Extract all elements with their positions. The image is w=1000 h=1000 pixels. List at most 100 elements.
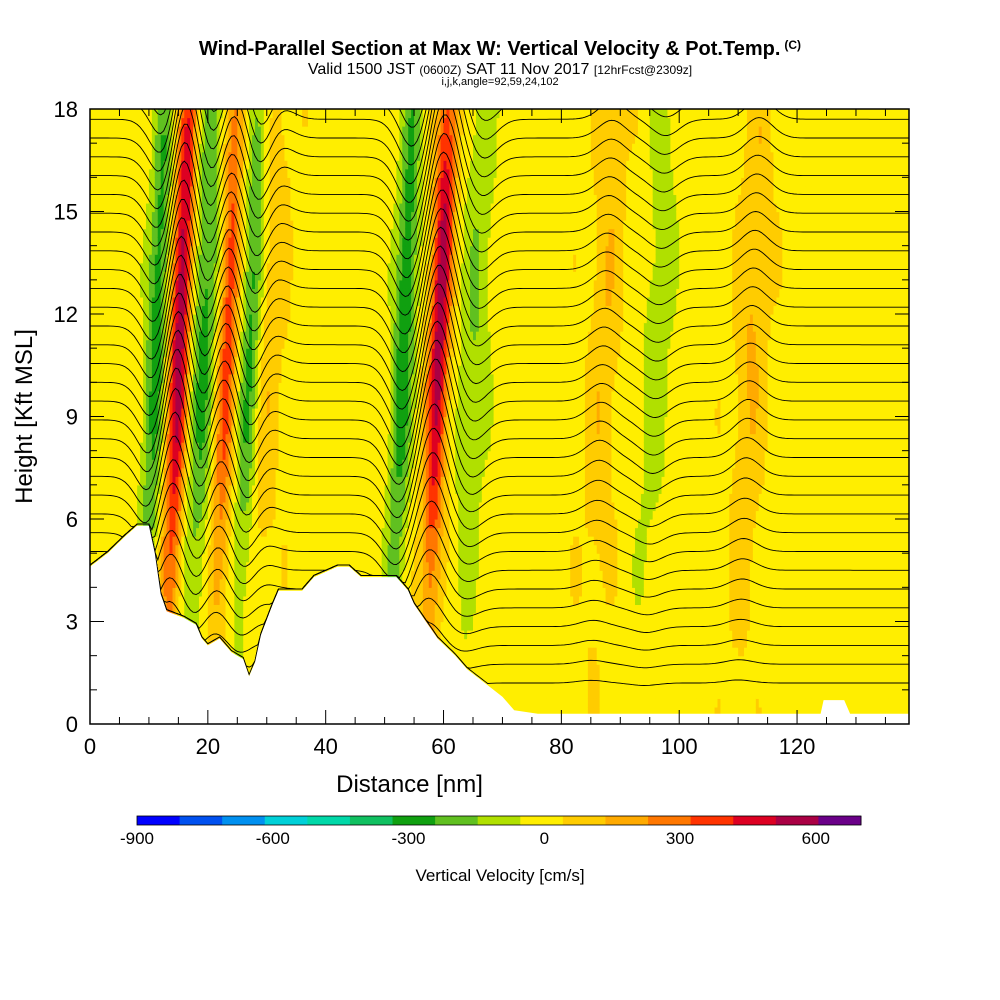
velocity-cell — [128, 220, 132, 230]
velocity-cell — [145, 177, 150, 187]
velocity-cell — [92, 296, 97, 307]
velocity-cell — [199, 510, 203, 520]
velocity-cell — [145, 202, 150, 213]
velocity-cell — [187, 288, 191, 298]
velocity-cell — [134, 126, 138, 136]
velocity-cell — [116, 407, 121, 418]
velocity-cell — [184, 519, 188, 529]
velocity-cell — [104, 450, 109, 460]
velocity-cell — [193, 519, 197, 529]
velocity-cell — [98, 279, 103, 289]
velocity-cell — [175, 493, 179, 503]
velocity-cell — [154, 134, 159, 144]
velocity-cell — [119, 194, 124, 204]
velocity-cell — [160, 544, 165, 554]
velocity-cell — [184, 356, 188, 366]
velocity-cell — [119, 271, 124, 281]
velocity-cell — [143, 322, 147, 332]
velocity-cell — [95, 442, 100, 452]
velocity-cell — [193, 305, 197, 315]
velocity-cell — [116, 254, 121, 264]
velocity-cell — [145, 211, 150, 221]
velocity-cell — [134, 271, 138, 281]
velocity-cell — [154, 228, 159, 238]
velocity-cell — [190, 433, 194, 443]
velocity-cell — [187, 356, 191, 366]
velocity-cell — [95, 510, 100, 520]
velocity-cell — [113, 467, 118, 477]
velocity-cell — [166, 109, 171, 119]
velocity-cell — [193, 228, 197, 238]
velocity-cell — [110, 476, 115, 486]
velocity-cell — [140, 339, 144, 349]
velocity-cell — [125, 288, 129, 298]
velocity-cell — [178, 561, 182, 571]
subtitle-forecast: [12hrFcst@2309z] — [594, 63, 692, 77]
velocity-cell — [107, 296, 112, 307]
velocity-cell — [119, 382, 124, 392]
velocity-cell — [101, 382, 106, 392]
velocity-cell — [175, 185, 179, 196]
velocity-cell — [90, 459, 94, 469]
velocity-cell — [181, 211, 185, 221]
velocity-cell — [181, 382, 185, 392]
velocity-cell — [196, 578, 200, 588]
velocity-cell — [98, 493, 103, 503]
velocity-cell — [92, 168, 97, 178]
velocity-cell — [113, 126, 118, 136]
velocity-cell — [98, 442, 103, 452]
velocity-cell — [163, 407, 168, 418]
velocity-cell — [131, 254, 135, 264]
velocity-cell — [160, 202, 165, 213]
velocity-cell — [181, 365, 185, 375]
velocity-cell — [131, 126, 135, 136]
velocity-cell — [166, 476, 171, 486]
velocity-cell — [148, 373, 153, 383]
velocity-cell — [169, 331, 174, 341]
velocity-cell — [166, 519, 171, 529]
velocity-cell — [107, 510, 112, 520]
velocity-cell — [107, 109, 112, 119]
velocity-cell — [95, 356, 100, 366]
velocity-cell — [199, 501, 203, 512]
velocity-cell — [134, 467, 138, 477]
velocity-cell — [190, 185, 194, 196]
velocity-cell — [172, 262, 177, 272]
velocity-cell — [172, 536, 177, 546]
velocity-cell — [90, 373, 94, 383]
velocity-cell — [154, 245, 159, 255]
velocity-cell — [131, 134, 135, 144]
velocity-cell — [148, 279, 153, 289]
velocity-cell — [148, 365, 153, 375]
velocity-cell — [125, 501, 129, 512]
velocity-cell — [172, 467, 177, 477]
velocity-cell — [178, 510, 182, 520]
velocity-cell — [95, 288, 100, 298]
velocity-cell — [131, 356, 135, 366]
velocity-cell — [104, 211, 109, 221]
velocity-cell — [163, 134, 168, 144]
velocity-cell — [119, 134, 124, 144]
velocity-cell — [148, 109, 153, 119]
velocity-cell — [154, 433, 159, 443]
velocity-cell — [148, 185, 153, 196]
velocity-cell — [190, 126, 194, 136]
velocity-cell — [163, 365, 168, 375]
velocity-cell — [196, 450, 200, 460]
velocity-cell — [95, 314, 100, 324]
velocity-cell — [160, 331, 165, 341]
velocity-cell — [193, 407, 197, 418]
velocity-cell — [107, 279, 112, 289]
velocity-cell — [95, 168, 100, 178]
velocity-cell — [160, 553, 165, 563]
velocity-cell — [190, 373, 194, 383]
velocity-cell — [110, 109, 115, 119]
velocity-cell — [104, 322, 109, 332]
velocity-cell — [163, 177, 168, 187]
velocity-cell — [116, 459, 121, 469]
velocity-cell — [128, 348, 132, 358]
velocity-cell — [181, 262, 185, 272]
velocity-cell — [128, 322, 132, 332]
velocity-cell — [160, 117, 165, 127]
velocity-cell — [148, 510, 153, 520]
